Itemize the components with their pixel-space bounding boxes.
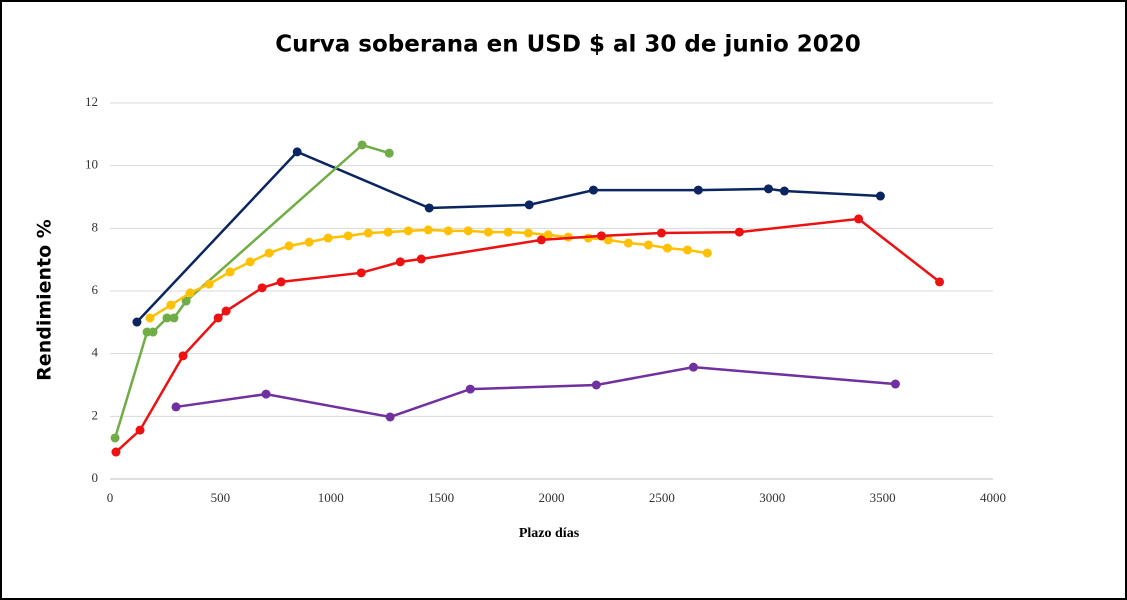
data-point bbox=[363, 228, 373, 238]
x-tick-label: 3000 bbox=[759, 490, 785, 505]
data-point bbox=[524, 200, 534, 210]
data-point bbox=[395, 257, 405, 267]
data-point bbox=[465, 384, 475, 394]
data-point bbox=[276, 277, 286, 287]
data-point bbox=[536, 235, 546, 245]
data-point bbox=[688, 362, 698, 372]
data-point bbox=[304, 237, 314, 247]
data-point bbox=[171, 402, 181, 412]
data-point bbox=[343, 231, 353, 241]
x-tick-label: 3500 bbox=[870, 490, 896, 505]
data-point bbox=[385, 412, 395, 422]
data-point bbox=[763, 184, 773, 194]
series-line bbox=[115, 217, 941, 453]
y-tick-label: 2 bbox=[92, 407, 99, 422]
data-point bbox=[424, 203, 434, 213]
data-point bbox=[734, 227, 744, 237]
data-point bbox=[261, 389, 271, 399]
data-point bbox=[543, 230, 553, 240]
chart-title: Curva soberana en USD $ al 30 de junio 2… bbox=[275, 32, 861, 58]
data-point bbox=[245, 257, 255, 267]
data-point bbox=[935, 277, 945, 287]
data-point bbox=[204, 279, 214, 289]
data-point bbox=[166, 300, 176, 310]
data-point bbox=[264, 248, 274, 258]
data-point bbox=[890, 379, 900, 389]
data-point bbox=[591, 380, 601, 390]
data-point bbox=[702, 248, 712, 258]
data-point bbox=[643, 240, 653, 250]
data-point bbox=[443, 226, 453, 236]
data-point bbox=[169, 313, 179, 323]
x-axis-label: Plazo días bbox=[519, 526, 580, 541]
data-point bbox=[181, 296, 191, 306]
data-point bbox=[656, 228, 666, 238]
data-point bbox=[225, 267, 235, 277]
data-point bbox=[623, 238, 633, 248]
data-point bbox=[483, 227, 493, 237]
data-point bbox=[854, 214, 864, 224]
data-point bbox=[596, 231, 606, 241]
x-tick-label: 0 bbox=[107, 490, 114, 505]
data-point bbox=[403, 226, 413, 236]
y-tick-label: 12 bbox=[85, 94, 98, 109]
x-tick-label: 4000 bbox=[980, 490, 1006, 505]
data-point bbox=[145, 313, 155, 323]
y-tick-label: 10 bbox=[85, 157, 98, 172]
data-point bbox=[463, 226, 473, 236]
data-point bbox=[662, 243, 672, 253]
data-point bbox=[603, 235, 613, 245]
data-point bbox=[132, 317, 142, 327]
data-point bbox=[588, 185, 598, 195]
data-point bbox=[323, 233, 333, 243]
y-tick-label: 8 bbox=[92, 219, 99, 234]
y-tick-label: 4 bbox=[92, 345, 99, 360]
x-tick-label: 1500 bbox=[428, 490, 454, 505]
data-point bbox=[357, 140, 367, 150]
x-tick-label: 1000 bbox=[318, 490, 344, 505]
data-point bbox=[257, 283, 267, 293]
data-point bbox=[135, 425, 145, 435]
data-point bbox=[148, 327, 158, 337]
data-point bbox=[162, 313, 172, 323]
data-point bbox=[875, 191, 885, 201]
data-point bbox=[779, 186, 789, 196]
data-point bbox=[213, 313, 223, 323]
data-point bbox=[682, 245, 692, 255]
data-point bbox=[503, 227, 513, 237]
data-point bbox=[110, 433, 120, 443]
data-point bbox=[523, 228, 533, 238]
data-point bbox=[178, 351, 188, 361]
data-point bbox=[693, 185, 703, 195]
x-tick-label: 500 bbox=[211, 490, 231, 505]
data-point bbox=[221, 306, 231, 316]
y-tick-label: 6 bbox=[92, 282, 99, 297]
data-point bbox=[423, 225, 433, 235]
data-point bbox=[383, 227, 393, 237]
data-point bbox=[384, 148, 394, 158]
data-point bbox=[356, 268, 366, 278]
y-axis-label: Rendimiento % bbox=[34, 219, 56, 381]
y-tick-label: 0 bbox=[92, 470, 99, 485]
x-tick-label: 2500 bbox=[649, 490, 675, 505]
data-point bbox=[185, 288, 195, 298]
data-point bbox=[284, 241, 294, 251]
data-point bbox=[416, 254, 426, 264]
data-point bbox=[111, 447, 121, 457]
x-tick-label: 2000 bbox=[539, 490, 565, 505]
data-point bbox=[292, 147, 302, 157]
